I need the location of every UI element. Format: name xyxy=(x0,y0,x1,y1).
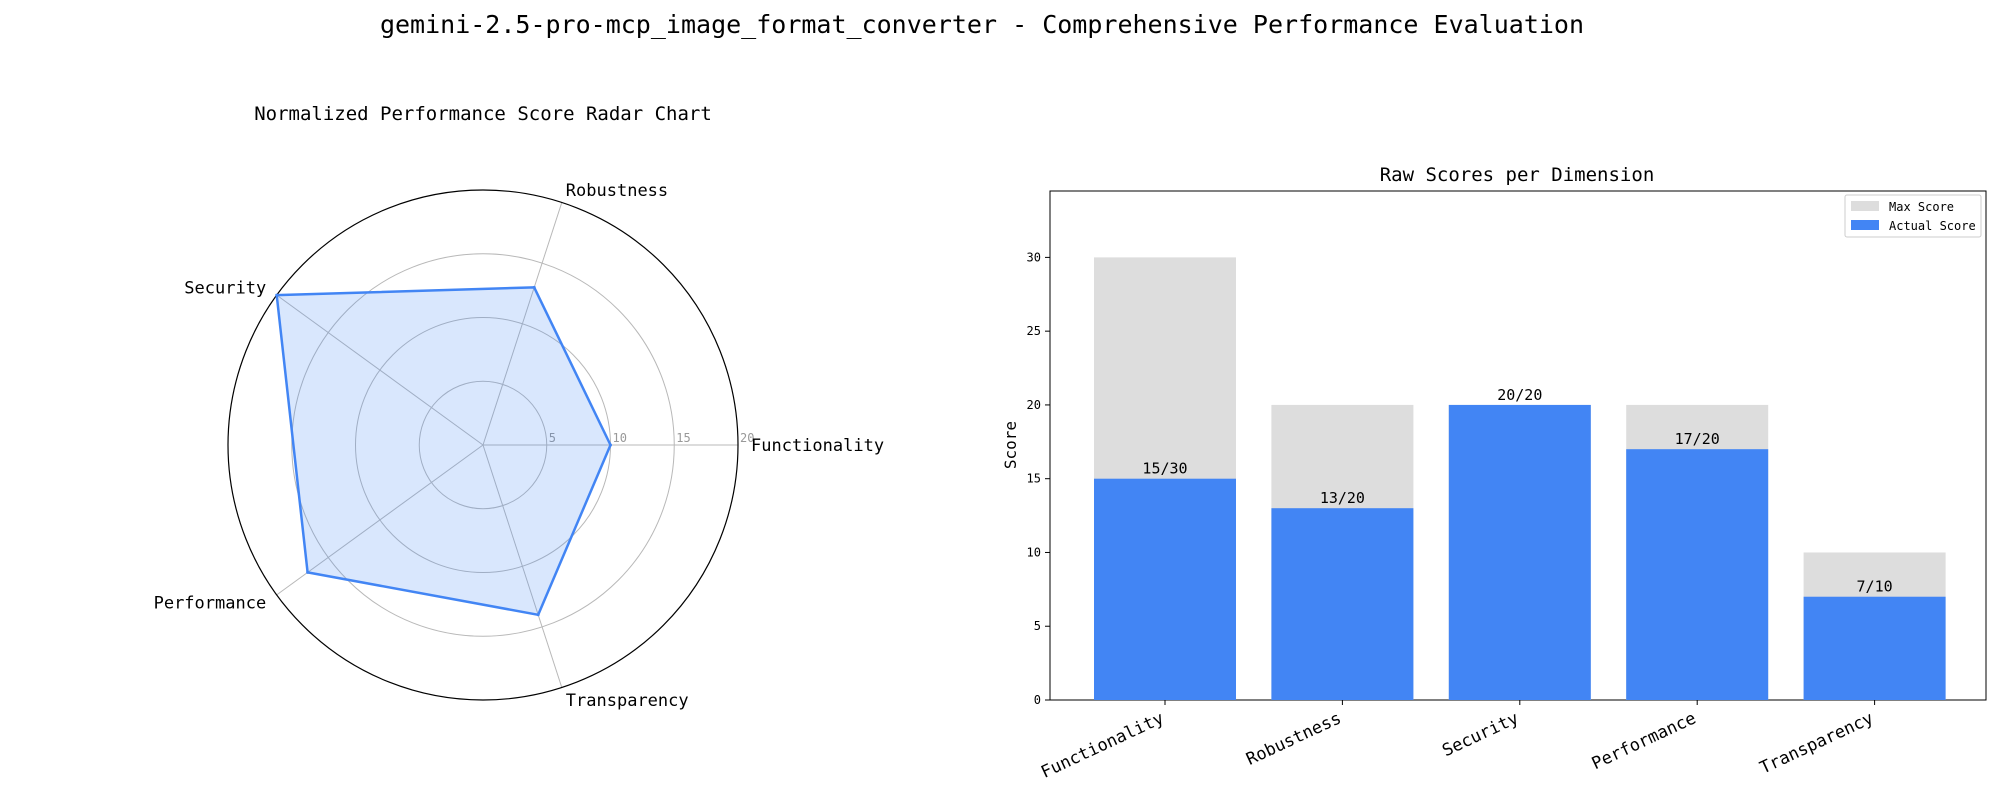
bar-marks: 15/30 13/20 20/20 17/20 7/10 xyxy=(1094,257,1946,700)
radar-spoke xyxy=(482,444,563,688)
data-label-robustness: 13/20 xyxy=(1320,489,1365,507)
bar-actual-score-security xyxy=(1448,404,1591,700)
y-tick-label: 10 xyxy=(1027,545,1041,559)
data-label-functionality: 15/30 xyxy=(1142,460,1187,478)
radar-axis-label-functionality: Functionality xyxy=(751,436,884,456)
radar-rtick-label: 15 xyxy=(676,431,690,445)
figure-title: gemini-2.5-pro-mcp_image_format_converte… xyxy=(380,10,1584,39)
bar-title: Raw Scores per Dimension xyxy=(1380,164,1655,186)
legend-label-actual-score: Actual Score xyxy=(1889,219,1976,233)
y-tick-label: 0 xyxy=(1034,693,1041,707)
bar-actual-score-robustness xyxy=(1271,508,1414,700)
data-label-transparency: 7/10 xyxy=(1857,578,1893,596)
bar-y-axis: 0 5 10 15 20 25 30 xyxy=(1027,250,1050,707)
data-label-performance: 17/20 xyxy=(1675,430,1720,448)
radar-spoke xyxy=(482,202,563,446)
radar-rtick-labels: 5 10 15 20 xyxy=(549,431,755,445)
radar-axis-label-robustness: Robustness xyxy=(566,181,668,201)
radar-point-functionality xyxy=(609,443,612,447)
y-tick-label: 5 xyxy=(1034,619,1041,633)
radar-chart: Normalized Performance Score Radar Chart… xyxy=(154,103,884,711)
x-tick-label-performance: Performance xyxy=(1589,708,1699,774)
y-tick-label: 20 xyxy=(1027,398,1041,412)
y-tick-label: 25 xyxy=(1027,324,1041,338)
legend-swatch-actual-score xyxy=(1851,220,1879,230)
radar-point-security xyxy=(275,293,279,297)
radar-rtick-label: 10 xyxy=(613,431,627,445)
radar-rtick-label: 5 xyxy=(549,431,556,445)
x-tick-label-robustness: Robustness xyxy=(1243,708,1344,769)
bar-actual-score-performance xyxy=(1626,449,1769,700)
radar-spoke xyxy=(276,444,484,596)
bar-chart: Raw Scores per Dimension 0 5 10 15 20 25 30 15… xyxy=(1001,164,1987,783)
radar-axis-label-performance: Performance xyxy=(154,594,267,614)
radar-area xyxy=(276,287,611,615)
radar-line xyxy=(275,286,612,617)
radar-title: Normalized Performance Score Radar Chart xyxy=(254,103,712,125)
radar-axis-label-security: Security xyxy=(184,279,266,299)
data-label-security: 20/20 xyxy=(1497,386,1542,404)
y-tick-label: 15 xyxy=(1027,472,1041,486)
radar-point-transparency xyxy=(536,613,540,617)
bar-actual-score-functionality xyxy=(1094,478,1236,700)
radar-axis-label-transparency: Transparency xyxy=(566,691,689,711)
radar-axis-labels: Functionality Robustness Security Performan… xyxy=(154,181,884,711)
radar-rtick-label: 20 xyxy=(740,431,754,445)
x-tick-label-transparency: Transparency xyxy=(1757,708,1877,778)
x-tick-label-functionality: Functionality xyxy=(1038,708,1167,782)
y-tick-label: 30 xyxy=(1027,250,1041,264)
bar-actual-score-transparency xyxy=(1803,596,1946,700)
legend-label-max-score: Max Score xyxy=(1889,200,1954,214)
radar-series xyxy=(275,285,612,617)
bar-y-axis-label: Score xyxy=(1001,421,1020,469)
radar-outer-frame xyxy=(227,189,739,701)
bar-legend: Max Score Actual Score xyxy=(1844,194,1982,238)
radar-point-performance xyxy=(306,570,310,574)
radar-spoke xyxy=(276,294,484,446)
x-tick-label-security: Security xyxy=(1439,708,1522,761)
bar-x-axis: Functionality Robustness Security Performan… xyxy=(1038,700,1877,783)
legend-swatch-max-score xyxy=(1851,201,1879,211)
radar-point-robustness xyxy=(532,285,536,289)
